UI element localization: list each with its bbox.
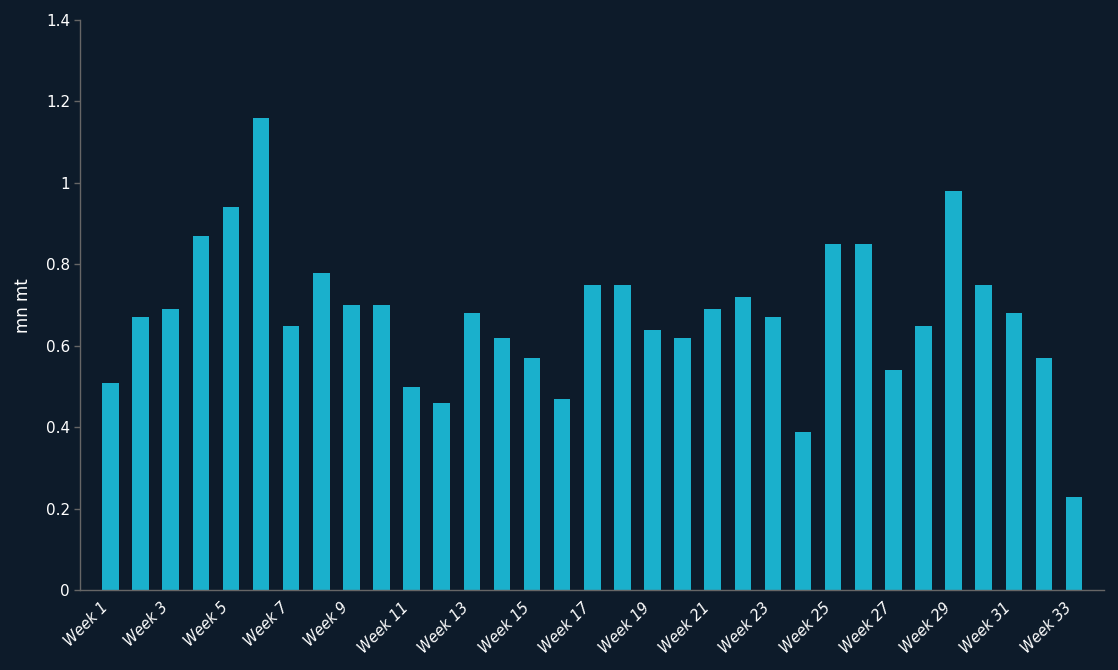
Bar <box>855 244 872 590</box>
Bar <box>523 358 540 590</box>
Bar <box>1035 358 1052 590</box>
Bar <box>343 305 360 590</box>
Bar <box>434 403 451 590</box>
Bar <box>644 330 661 590</box>
Bar <box>313 273 330 590</box>
Bar <box>132 318 149 590</box>
Bar <box>464 314 480 590</box>
Bar <box>192 236 209 590</box>
Bar <box>735 297 751 590</box>
Bar <box>1005 314 1022 590</box>
Bar <box>404 387 420 590</box>
Bar <box>614 285 631 590</box>
Bar <box>795 431 812 590</box>
Bar <box>253 118 269 590</box>
Bar <box>946 191 961 590</box>
Y-axis label: mn mt: mn mt <box>13 278 32 332</box>
Bar <box>553 399 570 590</box>
Bar <box>283 326 300 590</box>
Bar <box>162 310 179 590</box>
Bar <box>975 285 992 590</box>
Bar <box>222 207 239 590</box>
Bar <box>494 338 510 590</box>
Bar <box>765 318 781 590</box>
Bar <box>584 285 600 590</box>
Bar <box>704 310 721 590</box>
Bar <box>102 383 119 590</box>
Bar <box>373 305 390 590</box>
Bar <box>885 371 901 590</box>
Bar <box>1065 496 1082 590</box>
Bar <box>916 326 931 590</box>
Bar <box>674 338 691 590</box>
Bar <box>825 244 842 590</box>
